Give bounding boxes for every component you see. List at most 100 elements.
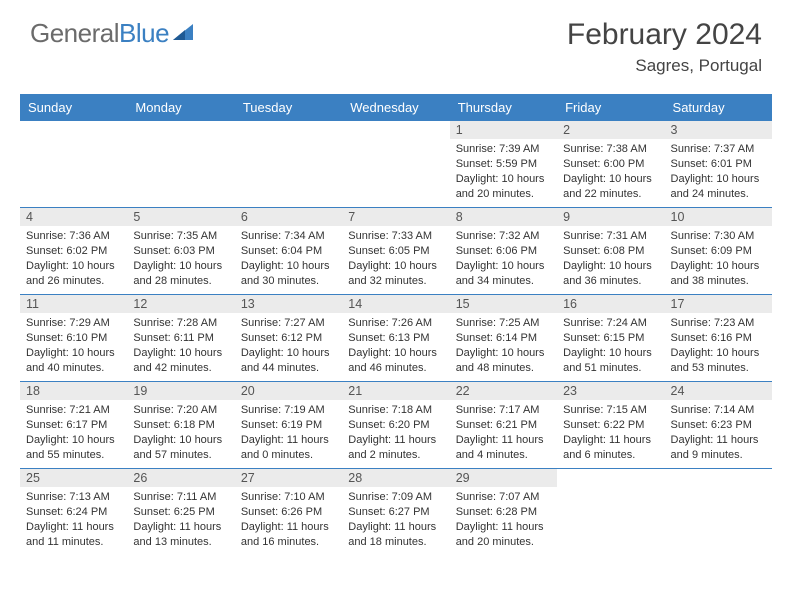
sunset-text: Sunset: 6:00 PM bbox=[563, 157, 658, 172]
day-cell bbox=[342, 121, 449, 207]
daylight-text: Daylight: 10 hours and 36 minutes. bbox=[563, 259, 658, 289]
day-details: Sunrise: 7:28 AMSunset: 6:11 PMDaylight:… bbox=[127, 313, 234, 379]
title-block: February 2024 Sagres, Portugal bbox=[567, 18, 762, 76]
daylight-text: Daylight: 11 hours and 16 minutes. bbox=[241, 520, 336, 550]
day-cell: 25Sunrise: 7:13 AMSunset: 6:24 PMDayligh… bbox=[20, 469, 127, 555]
page-header: GeneralBlue February 2024 Sagres, Portug… bbox=[0, 0, 792, 86]
day-details: Sunrise: 7:10 AMSunset: 6:26 PMDaylight:… bbox=[235, 487, 342, 553]
day-cell: 20Sunrise: 7:19 AMSunset: 6:19 PMDayligh… bbox=[235, 382, 342, 468]
sunrise-text: Sunrise: 7:26 AM bbox=[348, 316, 443, 331]
day-cell bbox=[557, 469, 664, 555]
day-cell bbox=[665, 469, 772, 555]
sunset-text: Sunset: 6:03 PM bbox=[133, 244, 228, 259]
day-number: 7 bbox=[342, 208, 449, 226]
day-number: 23 bbox=[557, 382, 664, 400]
logo-text-part1: General bbox=[30, 18, 119, 49]
sunrise-text: Sunrise: 7:37 AM bbox=[671, 142, 766, 157]
day-number: 28 bbox=[342, 469, 449, 487]
sunset-text: Sunset: 6:21 PM bbox=[456, 418, 551, 433]
week-row: 11Sunrise: 7:29 AMSunset: 6:10 PMDayligh… bbox=[20, 294, 772, 381]
day-details: Sunrise: 7:37 AMSunset: 6:01 PMDaylight:… bbox=[665, 139, 772, 205]
sunset-text: Sunset: 6:27 PM bbox=[348, 505, 443, 520]
sunrise-text: Sunrise: 7:11 AM bbox=[133, 490, 228, 505]
daylight-text: Daylight: 11 hours and 4 minutes. bbox=[456, 433, 551, 463]
day-details: Sunrise: 7:25 AMSunset: 6:14 PMDaylight:… bbox=[450, 313, 557, 379]
day-number: 3 bbox=[665, 121, 772, 139]
sunset-text: Sunset: 6:18 PM bbox=[133, 418, 228, 433]
day-cell: 16Sunrise: 7:24 AMSunset: 6:15 PMDayligh… bbox=[557, 295, 664, 381]
sunset-text: Sunset: 6:02 PM bbox=[26, 244, 121, 259]
sunrise-text: Sunrise: 7:17 AM bbox=[456, 403, 551, 418]
day-number: 16 bbox=[557, 295, 664, 313]
sunrise-text: Sunrise: 7:23 AM bbox=[671, 316, 766, 331]
sunset-text: Sunset: 6:13 PM bbox=[348, 331, 443, 346]
sunset-text: Sunset: 6:16 PM bbox=[671, 331, 766, 346]
sunrise-text: Sunrise: 7:34 AM bbox=[241, 229, 336, 244]
day-number: 29 bbox=[450, 469, 557, 487]
weekday-header-wednesday: Wednesday bbox=[342, 94, 449, 121]
sunset-text: Sunset: 6:23 PM bbox=[671, 418, 766, 433]
sunrise-text: Sunrise: 7:14 AM bbox=[671, 403, 766, 418]
day-details: Sunrise: 7:30 AMSunset: 6:09 PMDaylight:… bbox=[665, 226, 772, 292]
weekday-header-row: SundayMondayTuesdayWednesdayThursdayFrid… bbox=[20, 94, 772, 121]
daylight-text: Daylight: 10 hours and 42 minutes. bbox=[133, 346, 228, 376]
sunset-text: Sunset: 6:12 PM bbox=[241, 331, 336, 346]
day-details: Sunrise: 7:33 AMSunset: 6:05 PMDaylight:… bbox=[342, 226, 449, 292]
week-row: 1Sunrise: 7:39 AMSunset: 5:59 PMDaylight… bbox=[20, 121, 772, 207]
week-row: 4Sunrise: 7:36 AMSunset: 6:02 PMDaylight… bbox=[20, 207, 772, 294]
day-number: 19 bbox=[127, 382, 234, 400]
sunset-text: Sunset: 6:09 PM bbox=[671, 244, 766, 259]
day-cell: 12Sunrise: 7:28 AMSunset: 6:11 PMDayligh… bbox=[127, 295, 234, 381]
day-number: 12 bbox=[127, 295, 234, 313]
daylight-text: Daylight: 10 hours and 26 minutes. bbox=[26, 259, 121, 289]
sunrise-text: Sunrise: 7:28 AM bbox=[133, 316, 228, 331]
sunrise-text: Sunrise: 7:33 AM bbox=[348, 229, 443, 244]
sunset-text: Sunset: 6:24 PM bbox=[26, 505, 121, 520]
daylight-text: Daylight: 10 hours and 28 minutes. bbox=[133, 259, 228, 289]
day-cell: 9Sunrise: 7:31 AMSunset: 6:08 PMDaylight… bbox=[557, 208, 664, 294]
day-cell: 5Sunrise: 7:35 AMSunset: 6:03 PMDaylight… bbox=[127, 208, 234, 294]
day-number: 14 bbox=[342, 295, 449, 313]
daylight-text: Daylight: 10 hours and 46 minutes. bbox=[348, 346, 443, 376]
sunrise-text: Sunrise: 7:32 AM bbox=[456, 229, 551, 244]
day-number: 20 bbox=[235, 382, 342, 400]
sunrise-text: Sunrise: 7:27 AM bbox=[241, 316, 336, 331]
day-cell bbox=[20, 121, 127, 207]
day-cell: 22Sunrise: 7:17 AMSunset: 6:21 PMDayligh… bbox=[450, 382, 557, 468]
day-number: 13 bbox=[235, 295, 342, 313]
daylight-text: Daylight: 10 hours and 24 minutes. bbox=[671, 172, 766, 202]
day-cell: 27Sunrise: 7:10 AMSunset: 6:26 PMDayligh… bbox=[235, 469, 342, 555]
daylight-text: Daylight: 11 hours and 20 minutes. bbox=[456, 520, 551, 550]
day-number: 15 bbox=[450, 295, 557, 313]
day-cell: 4Sunrise: 7:36 AMSunset: 6:02 PMDaylight… bbox=[20, 208, 127, 294]
sunrise-text: Sunrise: 7:36 AM bbox=[26, 229, 121, 244]
sunset-text: Sunset: 6:05 PM bbox=[348, 244, 443, 259]
day-details: Sunrise: 7:31 AMSunset: 6:08 PMDaylight:… bbox=[557, 226, 664, 292]
daylight-text: Daylight: 11 hours and 18 minutes. bbox=[348, 520, 443, 550]
day-number: 24 bbox=[665, 382, 772, 400]
weekday-header-saturday: Saturday bbox=[665, 94, 772, 121]
sunset-text: Sunset: 5:59 PM bbox=[456, 157, 551, 172]
day-details: Sunrise: 7:18 AMSunset: 6:20 PMDaylight:… bbox=[342, 400, 449, 466]
day-details: Sunrise: 7:15 AMSunset: 6:22 PMDaylight:… bbox=[557, 400, 664, 466]
day-number: 21 bbox=[342, 382, 449, 400]
day-cell bbox=[127, 121, 234, 207]
daylight-text: Daylight: 10 hours and 30 minutes. bbox=[241, 259, 336, 289]
day-number: 25 bbox=[20, 469, 127, 487]
logo-sail-icon bbox=[171, 18, 195, 49]
week-row: 25Sunrise: 7:13 AMSunset: 6:24 PMDayligh… bbox=[20, 468, 772, 555]
week-row: 18Sunrise: 7:21 AMSunset: 6:17 PMDayligh… bbox=[20, 381, 772, 468]
day-details: Sunrise: 7:29 AMSunset: 6:10 PMDaylight:… bbox=[20, 313, 127, 379]
day-number: 2 bbox=[557, 121, 664, 139]
day-details: Sunrise: 7:21 AMSunset: 6:17 PMDaylight:… bbox=[20, 400, 127, 466]
sunset-text: Sunset: 6:14 PM bbox=[456, 331, 551, 346]
day-details: Sunrise: 7:13 AMSunset: 6:24 PMDaylight:… bbox=[20, 487, 127, 553]
sunrise-text: Sunrise: 7:30 AM bbox=[671, 229, 766, 244]
day-cell: 17Sunrise: 7:23 AMSunset: 6:16 PMDayligh… bbox=[665, 295, 772, 381]
daylight-text: Daylight: 11 hours and 9 minutes. bbox=[671, 433, 766, 463]
location-label: Sagres, Portugal bbox=[567, 56, 762, 76]
day-details: Sunrise: 7:23 AMSunset: 6:16 PMDaylight:… bbox=[665, 313, 772, 379]
sunrise-text: Sunrise: 7:21 AM bbox=[26, 403, 121, 418]
daylight-text: Daylight: 11 hours and 11 minutes. bbox=[26, 520, 121, 550]
sunrise-text: Sunrise: 7:29 AM bbox=[26, 316, 121, 331]
